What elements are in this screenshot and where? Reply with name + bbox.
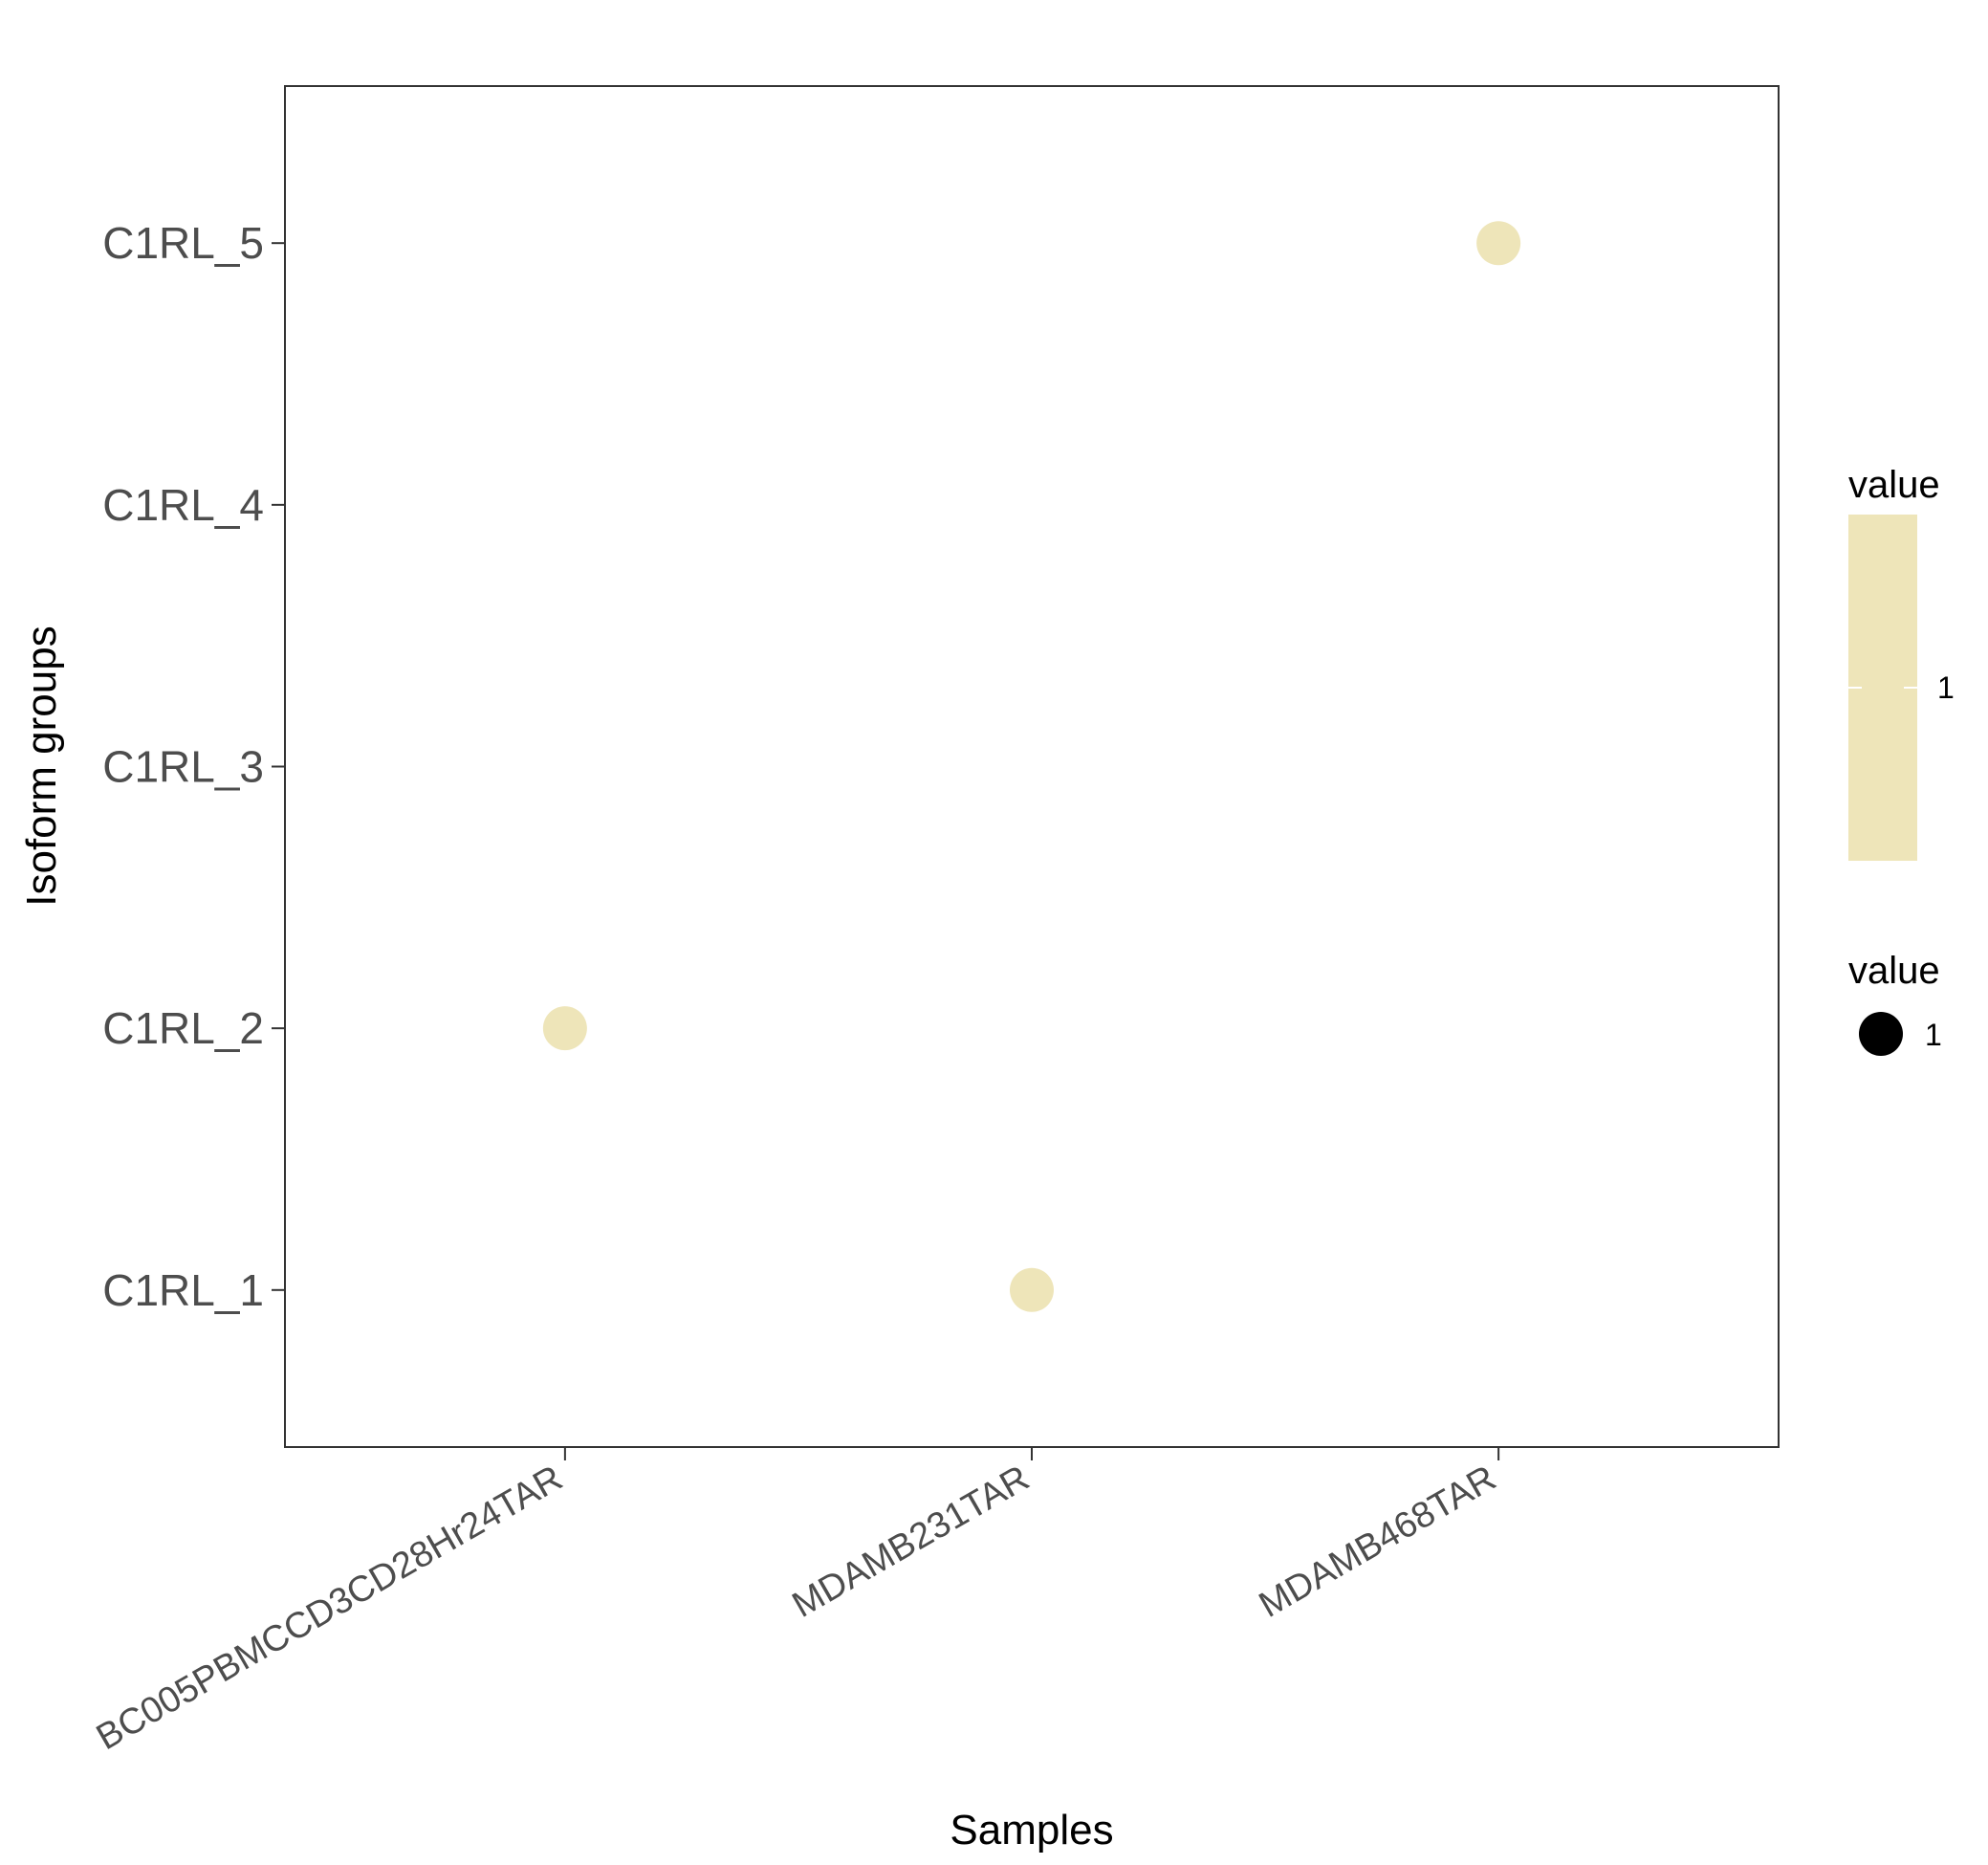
- x-axis-title: Samples: [950, 1807, 1113, 1854]
- data-point: [542, 1006, 587, 1051]
- y-tick-label: C1RL_3: [102, 742, 264, 792]
- x-tick-label: MDAMB231TAR: [786, 1458, 1037, 1625]
- plot-panel: [284, 85, 1780, 1448]
- x-axis: BC005PBMCCD3CD28Hr24TAR MDAMB231TAR MDAMB4…: [90, 1447, 1503, 1758]
- x-tick-label: BC005PBMCCD3CD28Hr24TAR: [90, 1458, 569, 1758]
- color-legend: value 1: [1848, 464, 1955, 861]
- y-tick-label: C1RL_1: [102, 1265, 264, 1315]
- colorbar-label: 1: [1937, 670, 1955, 705]
- y-tick-label: C1RL_4: [102, 480, 264, 530]
- x-tick-label: MDAMB468TAR: [1253, 1458, 1503, 1625]
- data-point: [1476, 221, 1521, 266]
- y-tick-label: C1RL_5: [102, 218, 264, 268]
- color-legend-title: value: [1848, 464, 1940, 506]
- size-legend-title: value: [1848, 950, 1940, 992]
- data-point: [1010, 1267, 1054, 1312]
- size-legend: value 1: [1848, 950, 1942, 1056]
- y-axis: C1RL_1 C1RL_2 C1RL_3 C1RL_4 C1RL_5: [102, 218, 285, 1315]
- y-axis-title: Isoform groups: [18, 625, 65, 906]
- y-tick-label: C1RL_2: [102, 1003, 264, 1053]
- size-legend-key: [1859, 1012, 1903, 1056]
- size-legend-label: 1: [1925, 1018, 1942, 1052]
- data-points: [542, 221, 1521, 1312]
